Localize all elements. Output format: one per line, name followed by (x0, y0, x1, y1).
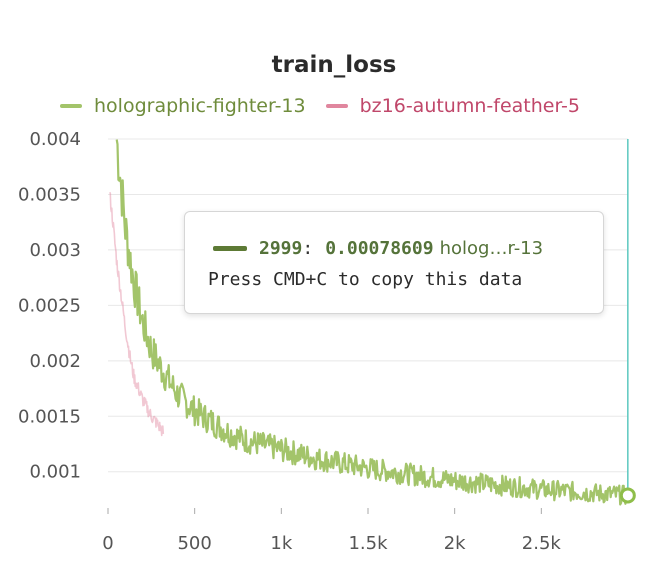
legend-item-bz16-autumn-feather-5[interactable]: bz16-autumn-feather-5 (325, 95, 581, 117)
y-tick-label: 0.001 (29, 462, 81, 483)
legend-item-holographic-fighter-13[interactable]: holographic-fighter-13 (60, 95, 306, 117)
chart-legend: holographic-fighter-13 bz16-autumn-feath… (60, 92, 600, 120)
legend-label-bz16-autumn-feather-5: bz16-autumn-feather-5 (359, 95, 581, 117)
y-tick-label: 0.004 (29, 129, 81, 150)
hover-tooltip[interactable]: 2999 : 0.00078609 holog…r-13 Press CMD+C… (184, 211, 604, 314)
x-tick-label: 1.5k (348, 533, 388, 554)
x-tick-label: 2k (444, 533, 466, 554)
tooltip-data-row: 2999 : 0.00078609 holog…r-13 (213, 238, 543, 259)
y-tick-label: 0.003 (29, 240, 81, 261)
legend-label-holographic-fighter-13: holographic-fighter-13 (94, 95, 306, 117)
series-line-holographic-fighter-13 (115, 139, 629, 506)
tooltip-copy-hint: Press CMD+C to copy this data (208, 269, 523, 290)
x-tick-label: 0 (102, 533, 113, 554)
series-line-bz16-autumn-feather-5 (109, 191, 165, 437)
x-tick-label: 2.5k (522, 533, 562, 554)
y-tick-label: 0.0015 (18, 406, 81, 427)
legend-swatch-bz16-autumn-feather-5 (325, 104, 348, 108)
chart-title: train_loss (271, 52, 397, 78)
y-tick-label: 0.002 (29, 351, 81, 372)
y-tick-label: 0.0025 (18, 295, 81, 316)
tooltip-series-swatch (213, 246, 247, 251)
x-tick-label: 500 (177, 533, 211, 554)
tooltip-value: 0.00078609 (325, 238, 434, 259)
legend-swatch-holographic-fighter-13 (60, 104, 82, 108)
tooltip-run-name: holog…r-13 (439, 238, 544, 259)
tooltip-separator: : (302, 238, 314, 259)
hover-point-marker[interactable] (619, 487, 636, 504)
tooltip-step: 2999 (259, 238, 303, 259)
y-tick-label: 0.0035 (18, 184, 81, 205)
x-tick-label: 1k (270, 533, 292, 554)
